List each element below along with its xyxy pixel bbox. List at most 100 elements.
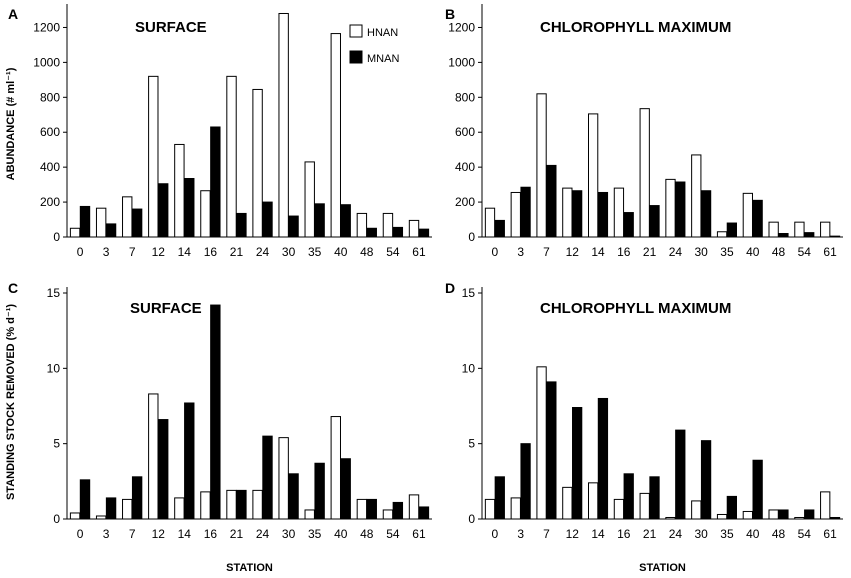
bar-d-hnan-station-3	[510, 497, 521, 520]
x-axis-title-d: STATION	[639, 562, 686, 574]
x-tick-label-b-7: 7	[543, 245, 550, 259]
y-axis-title-top: ABUNDANCE (# ml⁻¹)	[5, 67, 17, 180]
x-tick-label-b-12: 12	[566, 245, 580, 259]
bar-b-mnan-station-0	[494, 219, 505, 238]
x-tick-label-c-3: 3	[103, 527, 110, 541]
x-tick-label-a-3: 3	[103, 245, 110, 259]
x-tick-label-a-48: 48	[360, 245, 374, 259]
legend-label-mnan: MNAN	[367, 53, 399, 65]
x-tick-label-b-61: 61	[823, 245, 837, 259]
bar-a-hnan-station-7	[122, 196, 133, 238]
y-tick-label-c-5: 5	[53, 437, 60, 451]
bar-c-mnan-station-48	[366, 498, 377, 520]
x-tick-label-c-30: 30	[282, 527, 296, 541]
x-tick-label-a-12: 12	[152, 245, 166, 259]
bar-d-hnan-station-30	[691, 500, 702, 520]
x-tick-label-b-54: 54	[798, 245, 812, 259]
x-tick-label-b-35: 35	[720, 245, 734, 259]
x-tick-label-b-40: 40	[746, 245, 760, 259]
x-tick-label-a-14: 14	[178, 245, 192, 259]
bar-c-hnan-station-54	[382, 509, 394, 520]
bar-c-mnan-station-3	[105, 497, 117, 520]
x-tick-label-d-30: 30	[695, 527, 709, 541]
x-tick-label-c-7: 7	[129, 527, 136, 541]
panel-letter-b: B	[445, 6, 455, 22]
y-tick-label-d-15: 15	[462, 286, 476, 300]
bar-a-hnan-station-30	[278, 12, 289, 238]
bar-a-mnan-station-0	[79, 205, 91, 238]
bar-d-mnan-station-48	[778, 509, 789, 520]
bar-a-hnan-station-24	[252, 88, 263, 238]
x-tick-label-d-24: 24	[669, 527, 683, 541]
legend: HNAN MNAN	[349, 24, 399, 65]
bar-d-hnan-station-7	[536, 366, 547, 520]
bar-c-mnan-station-0	[79, 479, 91, 520]
bar-b-mnan-station-24	[675, 181, 686, 238]
bar-d-mnan-station-24	[675, 429, 686, 520]
x-tick-label-d-35: 35	[720, 527, 734, 541]
bar-d-hnan-station-35	[716, 513, 728, 520]
x-tick-label-d-21: 21	[643, 527, 657, 541]
y-tick-label-b-200: 200	[455, 195, 475, 209]
bar-b-hnan-station-3	[510, 191, 521, 238]
y-tick-label-a-0: 0	[53, 230, 60, 244]
bar-b-hnan-station-61	[820, 221, 831, 238]
bar-a-mnan-station-48	[366, 227, 377, 238]
x-tick-label-a-0: 0	[77, 245, 84, 259]
bar-d-hnan-station-12	[562, 486, 573, 520]
bar-d-hnan-station-61	[820, 491, 831, 520]
bar-a-mnan-station-54	[392, 226, 404, 238]
bar-c-hnan-station-40	[330, 416, 341, 520]
x-tick-label-c-35: 35	[308, 527, 322, 541]
x-tick-label-b-3: 3	[517, 245, 524, 259]
bar-a-hnan-station-0	[69, 227, 81, 238]
bar-c-hnan-station-0	[69, 512, 81, 520]
bar-d-mnan-station-30	[700, 440, 712, 520]
bar-a-hnan-station-61	[408, 219, 420, 238]
x-tick-label-b-21: 21	[643, 245, 657, 259]
x-tick-label-d-14: 14	[591, 527, 605, 541]
x-tick-label-d-40: 40	[746, 527, 760, 541]
bar-a-hnan-station-40	[330, 33, 341, 238]
y-tick-label-a-1200: 1200	[33, 20, 60, 34]
y-tick-label-b-1200: 1200	[448, 20, 475, 34]
bar-b-hnan-station-24	[665, 178, 676, 238]
bar-b-hnan-station-12	[562, 187, 573, 238]
bar-c-mnan-station-7	[131, 476, 143, 520]
panel-letter-a: A	[8, 6, 18, 22]
bar-b-hnan-station-0	[484, 207, 496, 238]
bar-a-mnan-station-30	[288, 215, 299, 238]
y-tick-label-b-0: 0	[468, 230, 475, 244]
x-tick-label-b-14: 14	[591, 245, 605, 259]
y-tick-label-d-10: 10	[462, 361, 476, 375]
bar-a-hnan-station-48	[356, 212, 368, 238]
bar-b-mnan-station-48	[778, 233, 789, 238]
bar-c-mnan-station-14	[184, 402, 195, 520]
x-tick-label-c-61: 61	[412, 527, 426, 541]
x-tick-label-b-30: 30	[695, 245, 709, 259]
x-tick-label-d-16: 16	[617, 527, 631, 541]
bar-d-mnan-station-3	[520, 443, 531, 520]
x-axis-title-c: STATION	[226, 562, 273, 574]
bar-a-mnan-station-7	[131, 208, 143, 238]
x-tick-label-a-16: 16	[204, 245, 218, 259]
bar-d-mnan-station-0	[494, 476, 505, 520]
bar-c-mnan-station-24	[262, 435, 273, 520]
y-tick-label-d-5: 5	[468, 437, 475, 451]
x-tick-label-a-61: 61	[412, 245, 426, 259]
bar-a-hnan-station-16	[200, 190, 211, 238]
x-tick-label-c-21: 21	[230, 527, 244, 541]
x-tick-label-c-40: 40	[334, 527, 348, 541]
bar-d-hnan-station-40	[742, 510, 753, 520]
bar-c-hnan-station-30	[278, 437, 289, 520]
x-tick-label-c-12: 12	[152, 527, 166, 541]
x-tick-label-a-24: 24	[256, 245, 270, 259]
bar-b-mnan-station-35	[726, 222, 737, 238]
bar-c-hnan-station-16	[200, 491, 211, 520]
bar-d-hnan-station-21	[639, 492, 650, 520]
bar-c-mnan-station-21	[236, 489, 247, 520]
bar-a-mnan-station-21	[236, 212, 247, 238]
bar-b-hnan-station-7	[536, 93, 547, 238]
